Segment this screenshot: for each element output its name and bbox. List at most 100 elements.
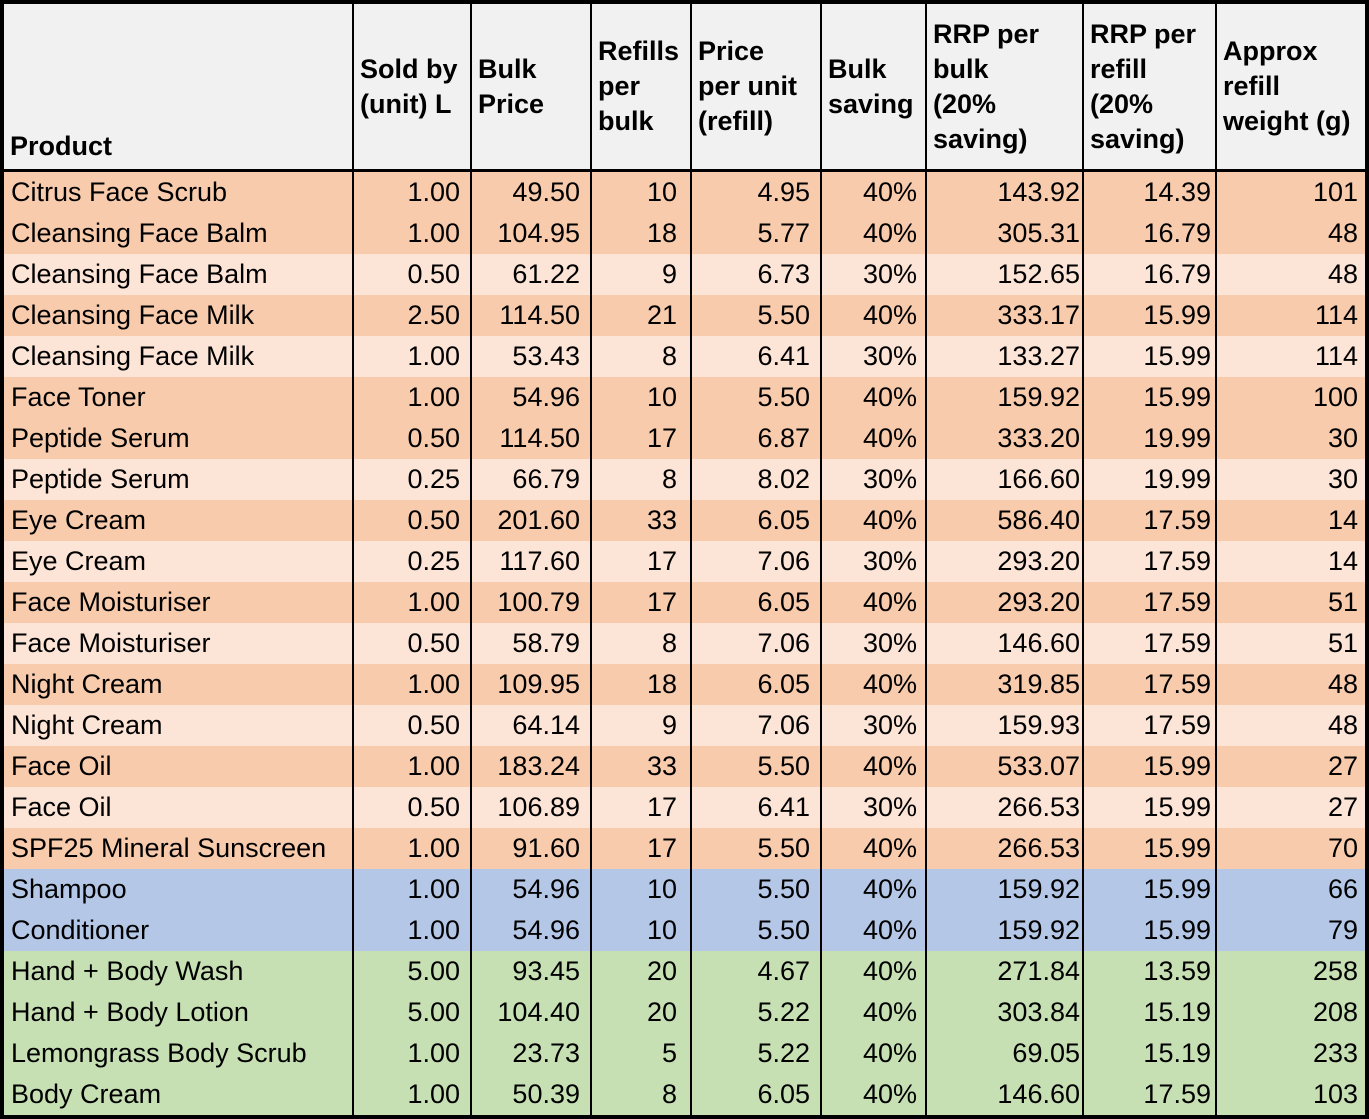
cell-bulk_saving: 40% [820, 213, 927, 254]
cell-bulk_price: 106.89 [470, 787, 592, 828]
cell-rrp_per_bulk: 146.60 [925, 1074, 1084, 1117]
cell-product: Face Oil [1, 787, 354, 828]
cell-refills_per_bulk: 21 [590, 295, 692, 336]
table-row: Cleansing Face Milk 2.50 114.50 21 5.50 40% 33… [1, 295, 1368, 336]
cell-rrp_per_bulk: 159.93 [925, 705, 1084, 746]
table-row: Night Cream 0.50 64.14 9 7.06 30% 159.93 17.59 4… [1, 705, 1368, 746]
cell-bulk_saving: 40% [820, 828, 927, 869]
cell-product: Cleansing Face Milk [1, 336, 354, 377]
cell-bulk_price: 109.95 [470, 664, 592, 705]
cell-product: Cleansing Face Balm [1, 213, 354, 254]
cell-price_per_unit: 5.22 [690, 1033, 822, 1074]
cell-sold_by_unit_l: 1.00 [352, 1074, 472, 1117]
cell-rrp_per_bulk: 305.31 [925, 213, 1084, 254]
cell-bulk_price: 104.95 [470, 213, 592, 254]
cell-bulk_price: 100.79 [470, 582, 592, 623]
cell-refills_per_bulk: 17 [590, 582, 692, 623]
cell-price_per_unit: 6.41 [690, 336, 822, 377]
cell-sold_by_unit_l: 0.25 [352, 541, 472, 582]
cell-bulk_saving: 30% [820, 254, 927, 295]
table-row: Cleansing Face Balm 0.50 61.22 9 6.73 30% 152.… [1, 254, 1368, 295]
table-row: Shampoo 1.00 54.96 10 5.50 40% 159.92 15.99 66 [1, 869, 1368, 910]
cell-refill_weight_g: 48 [1215, 213, 1368, 254]
table-row: Eye Cream 0.25 117.60 17 7.06 30% 293.20 17.59 1… [1, 541, 1368, 582]
cell-rrp_per_bulk: 143.92 [925, 170, 1084, 213]
cell-refills_per_bulk: 10 [590, 910, 692, 951]
cell-rrp_per_bulk: 293.20 [925, 582, 1084, 623]
cell-price_per_unit: 5.77 [690, 213, 822, 254]
cell-refills_per_bulk: 10 [590, 170, 692, 213]
cell-bulk_price: 93.45 [470, 951, 592, 992]
cell-price_per_unit: 5.50 [690, 295, 822, 336]
cell-sold_by_unit_l: 1.00 [352, 170, 472, 213]
cell-rrp_per_bulk: 333.20 [925, 418, 1084, 459]
cell-rrp_per_bulk: 319.85 [925, 664, 1084, 705]
cell-bulk_saving: 40% [820, 1074, 927, 1117]
cell-sold_by_unit_l: 0.25 [352, 459, 472, 500]
table-row: Peptide Serum 0.50 114.50 17 6.87 40% 333.20 19… [1, 418, 1368, 459]
cell-rrp_per_refill: 15.99 [1082, 828, 1217, 869]
cell-bulk_price: 53.43 [470, 336, 592, 377]
cell-refills_per_bulk: 9 [590, 705, 692, 746]
table-row: Face Moisturiser 1.00 100.79 17 6.05 40% 293.2… [1, 582, 1368, 623]
cell-rrp_per_refill: 15.99 [1082, 787, 1217, 828]
cell-refill_weight_g: 208 [1215, 992, 1368, 1033]
cell-sold_by_unit_l: 1.00 [352, 1033, 472, 1074]
cell-product: Citrus Face Scrub [1, 170, 354, 213]
column-header-refill_weight_g: Approx refill weight (g) [1215, 2, 1368, 172]
cell-bulk_price: 201.60 [470, 500, 592, 541]
cell-rrp_per_refill: 15.99 [1082, 336, 1217, 377]
cell-bulk_saving: 40% [820, 377, 927, 418]
cell-refills_per_bulk: 8 [590, 459, 692, 500]
cell-refills_per_bulk: 20 [590, 951, 692, 992]
cell-bulk_price: 58.79 [470, 623, 592, 664]
cell-rrp_per_refill: 16.79 [1082, 213, 1217, 254]
cell-price_per_unit: 7.06 [690, 623, 822, 664]
cell-price_per_unit: 5.50 [690, 746, 822, 787]
cell-bulk_saving: 30% [820, 623, 927, 664]
cell-sold_by_unit_l: 5.00 [352, 951, 472, 992]
cell-rrp_per_refill: 16.79 [1082, 254, 1217, 295]
cell-bulk_price: 49.50 [470, 170, 592, 213]
cell-rrp_per_bulk: 333.17 [925, 295, 1084, 336]
cell-product: Eye Cream [1, 500, 354, 541]
table-row: Hand + Body Lotion 5.00 104.40 20 5.22 40% 303… [1, 992, 1368, 1033]
cell-bulk_saving: 30% [820, 705, 927, 746]
cell-sold_by_unit_l: 0.50 [352, 254, 472, 295]
cell-rrp_per_refill: 19.99 [1082, 459, 1217, 500]
cell-price_per_unit: 7.06 [690, 705, 822, 746]
cell-price_per_unit: 6.05 [690, 1074, 822, 1117]
cell-refills_per_bulk: 18 [590, 213, 692, 254]
cell-refills_per_bulk: 33 [590, 500, 692, 541]
cell-rrp_per_refill: 17.59 [1082, 623, 1217, 664]
cell-product: Lemongrass Body Scrub [1, 1033, 354, 1074]
table-row: Face Oil 0.50 106.89 17 6.41 30% 266.53 15.99 27 [1, 787, 1368, 828]
cell-rrp_per_refill: 15.99 [1082, 377, 1217, 418]
column-header-refills_per_bulk: Refills per bulk [590, 2, 692, 172]
cell-rrp_per_refill: 17.59 [1082, 582, 1217, 623]
cell-rrp_per_refill: 15.99 [1082, 746, 1217, 787]
cell-refill_weight_g: 30 [1215, 459, 1368, 500]
cell-bulk_saving: 30% [820, 459, 927, 500]
cell-refills_per_bulk: 17 [590, 787, 692, 828]
cell-sold_by_unit_l: 0.50 [352, 500, 472, 541]
cell-rrp_per_bulk: 303.84 [925, 992, 1084, 1033]
cell-sold_by_unit_l: 2.50 [352, 295, 472, 336]
cell-refill_weight_g: 66 [1215, 869, 1368, 910]
cell-rrp_per_refill: 15.19 [1082, 992, 1217, 1033]
cell-refill_weight_g: 101 [1215, 170, 1368, 213]
cell-bulk_saving: 40% [820, 746, 927, 787]
cell-rrp_per_refill: 14.39 [1082, 170, 1217, 213]
cell-price_per_unit: 5.22 [690, 992, 822, 1033]
cell-refill_weight_g: 114 [1215, 336, 1368, 377]
cell-price_per_unit: 5.50 [690, 869, 822, 910]
cell-bulk_price: 114.50 [470, 295, 592, 336]
cell-product: Eye Cream [1, 541, 354, 582]
column-header-rrp_per_refill: RRP per refill (20% saving) [1082, 2, 1217, 172]
cell-bulk_saving: 40% [820, 664, 927, 705]
cell-refills_per_bulk: 18 [590, 664, 692, 705]
cell-price_per_unit: 5.50 [690, 910, 822, 951]
column-header-bulk_saving: Bulk saving [820, 2, 927, 172]
cell-refills_per_bulk: 8 [590, 623, 692, 664]
cell-bulk_saving: 40% [820, 170, 927, 213]
